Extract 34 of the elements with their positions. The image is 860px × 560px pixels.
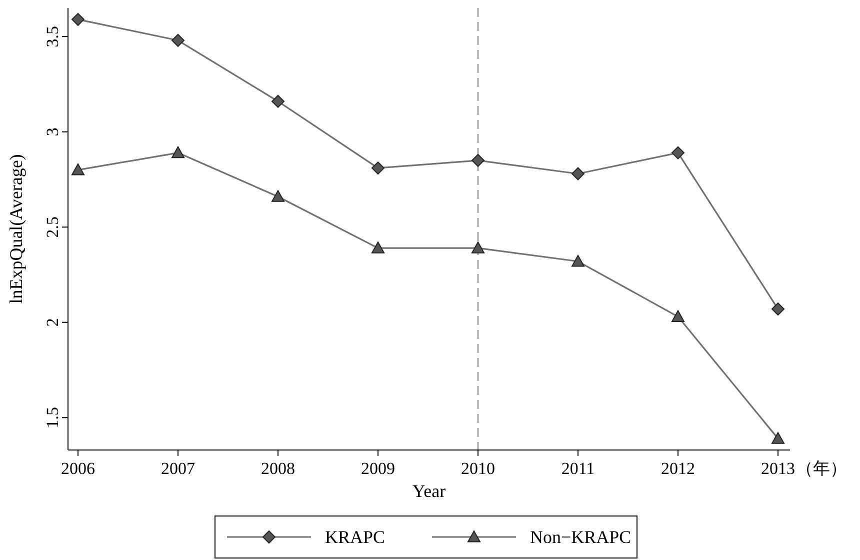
x-axis-title: Year [412, 481, 446, 501]
point [472, 154, 484, 167]
point [572, 254, 584, 267]
y-tick-label: 3.5 [43, 26, 62, 48]
point [472, 242, 484, 254]
x-tick-label: 2008 [261, 459, 295, 478]
legend-label: Non−KRAPC [530, 527, 632, 547]
point [272, 190, 284, 202]
point [372, 242, 384, 254]
point [572, 167, 584, 180]
text: （年） [796, 459, 847, 478]
x-tick-label: 2006 [61, 459, 95, 478]
point [672, 310, 684, 322]
point [772, 302, 784, 316]
x-tick-label: 2011 [561, 459, 595, 478]
x-tick-label: 2010 [461, 459, 495, 478]
x-tick-label: 2012 [661, 459, 695, 478]
y-tick-label: 2.5 [43, 216, 62, 238]
point [172, 34, 184, 47]
y-tick-label: 2 [43, 318, 62, 327]
x-tick-label: 2009 [361, 459, 395, 478]
point [372, 162, 384, 175]
point [72, 12, 84, 26]
x-tick-label: 2007 [161, 459, 196, 478]
point [72, 163, 84, 176]
x-tick-label: 2013 [761, 459, 795, 478]
y-tick-label: 3 [43, 128, 62, 136]
y-tick-label: 1.5 [43, 406, 62, 428]
point [672, 146, 684, 160]
point [272, 94, 284, 108]
point [172, 146, 184, 158]
y-axis-title: lnExpQual(Average) [6, 154, 26, 304]
legend-label: KRAPC [325, 527, 386, 547]
point [772, 432, 784, 444]
